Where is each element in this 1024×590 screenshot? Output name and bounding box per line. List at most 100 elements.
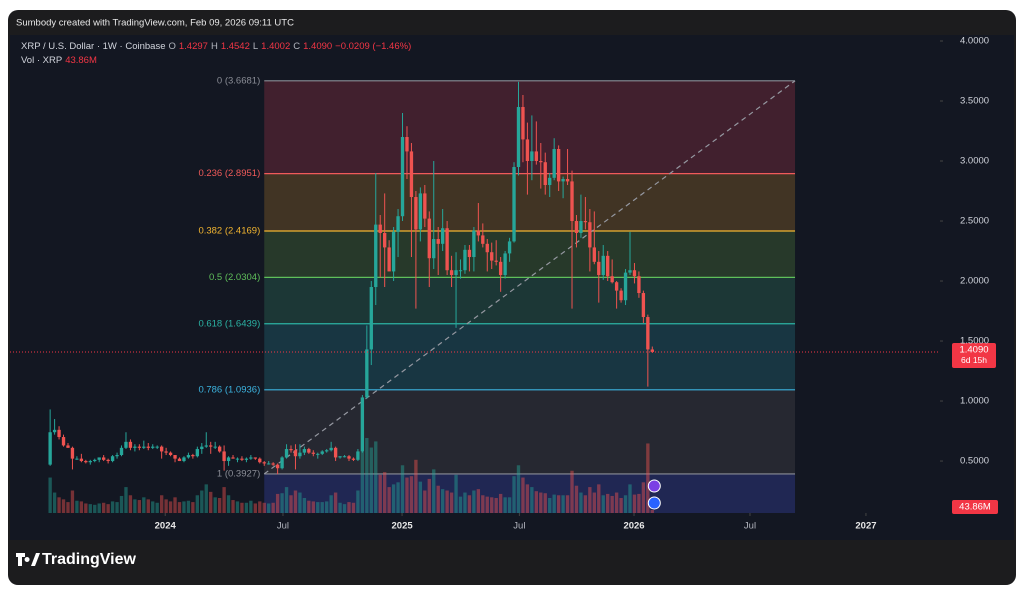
volume-bar bbox=[494, 498, 498, 513]
candle-body bbox=[75, 458, 79, 460]
legend-item: 1.4002 bbox=[261, 41, 290, 52]
candle-body bbox=[128, 441, 133, 448]
candle-body bbox=[226, 457, 231, 462]
volume-bar bbox=[97, 503, 101, 513]
volume-bar bbox=[235, 501, 240, 513]
volume-bar bbox=[57, 497, 61, 513]
volume-bar bbox=[88, 504, 92, 513]
volume-bar bbox=[565, 495, 570, 513]
volume-bar bbox=[186, 500, 191, 513]
volume-bar bbox=[146, 499, 150, 513]
volume-bar bbox=[307, 500, 311, 513]
volume-bar bbox=[298, 492, 302, 513]
volume-bar bbox=[48, 477, 52, 513]
candle-body bbox=[440, 228, 445, 244]
candle-body bbox=[556, 149, 561, 182]
fib-level-label: 0.5 (2.0304) bbox=[209, 272, 260, 283]
candle-body bbox=[383, 233, 387, 248]
volume-bar bbox=[383, 472, 387, 513]
volume-bar bbox=[258, 501, 262, 513]
candle-body bbox=[302, 449, 307, 453]
candle-body bbox=[284, 449, 289, 458]
volume-bar bbox=[521, 477, 525, 513]
volume-bar bbox=[552, 494, 556, 513]
candle-body bbox=[449, 270, 454, 276]
candle-body bbox=[240, 458, 244, 460]
candle-body bbox=[543, 162, 547, 186]
candle-body bbox=[588, 222, 592, 248]
y-tick-label: 2.5000 bbox=[960, 216, 989, 227]
volume-bar bbox=[374, 441, 378, 513]
volume-bar bbox=[61, 499, 66, 513]
volume-bar bbox=[119, 495, 124, 513]
y-tick-label: 0.5000 bbox=[960, 456, 989, 467]
volume-bar bbox=[347, 502, 351, 513]
candle-body bbox=[258, 458, 262, 463]
volume-bar bbox=[275, 493, 280, 513]
x-tick-label: Jul bbox=[744, 521, 756, 532]
candle-body bbox=[235, 458, 240, 460]
volume-bar bbox=[454, 474, 458, 513]
candle-body bbox=[173, 455, 177, 459]
volume-bar bbox=[387, 487, 391, 513]
header-text: Sumbody created with TradingView.com, Fe… bbox=[16, 18, 294, 29]
volume-bar bbox=[458, 496, 463, 513]
volume-bar bbox=[329, 495, 333, 513]
candle-body bbox=[534, 151, 539, 162]
candle-body bbox=[307, 449, 311, 453]
countdown-label: 6d 15h bbox=[961, 355, 987, 365]
candle-body bbox=[88, 461, 92, 463]
volume-bar bbox=[262, 502, 266, 513]
candle-body bbox=[548, 177, 552, 186]
volume-bar bbox=[360, 451, 365, 513]
volume-bar bbox=[271, 502, 275, 513]
candle-body bbox=[503, 253, 507, 276]
volume-bar bbox=[133, 499, 137, 513]
volume-bar bbox=[249, 500, 253, 513]
fib-level-label: 0.382 (2.4169) bbox=[198, 226, 260, 237]
candle-body bbox=[552, 149, 556, 178]
legend-item: Vol · XRP bbox=[21, 55, 62, 66]
fib-band bbox=[264, 277, 796, 324]
candle-body bbox=[93, 459, 97, 462]
y-tick-label: 3.5000 bbox=[960, 96, 989, 107]
candle-body bbox=[374, 224, 378, 288]
volume-bar bbox=[213, 497, 217, 513]
candle-body bbox=[61, 437, 66, 446]
candle-body bbox=[369, 287, 373, 350]
candle-body bbox=[333, 447, 338, 458]
candle-body bbox=[378, 224, 382, 234]
candle-body bbox=[565, 179, 570, 182]
volume-bar bbox=[646, 443, 650, 513]
x-tick-label: 2025 bbox=[392, 521, 414, 532]
volume-bar bbox=[356, 490, 360, 513]
candle-body bbox=[512, 167, 516, 242]
volume-bar bbox=[151, 501, 155, 513]
volume-bar bbox=[222, 487, 226, 513]
volume-bar bbox=[405, 477, 409, 513]
legend-item: L bbox=[253, 41, 258, 52]
volume-bar bbox=[195, 495, 200, 513]
fib-band bbox=[264, 80, 796, 174]
candle-body bbox=[66, 445, 70, 448]
candle-body bbox=[646, 317, 650, 350]
candle-body bbox=[52, 429, 57, 433]
legend-row: XRP / U.S. Dollar · 1W · Coinbase O 1.4297… bbox=[21, 41, 411, 52]
volume-bar bbox=[601, 495, 605, 513]
volume-bar bbox=[342, 504, 347, 513]
y-tick-label: 4.0000 bbox=[960, 36, 989, 47]
volume-bar bbox=[320, 502, 324, 513]
candle-body bbox=[467, 249, 472, 258]
candle-body bbox=[516, 107, 521, 168]
candle-body bbox=[405, 137, 409, 152]
volume-bar bbox=[530, 487, 534, 513]
candle-body bbox=[476, 230, 481, 236]
candle-body bbox=[409, 151, 414, 198]
volume-bar bbox=[400, 465, 405, 513]
volume-bar bbox=[106, 504, 110, 513]
volume-bar bbox=[155, 502, 159, 513]
volume-bar bbox=[137, 500, 142, 513]
fib-level-label: 1 (0.3927) bbox=[217, 468, 260, 479]
candle-body bbox=[177, 458, 182, 462]
